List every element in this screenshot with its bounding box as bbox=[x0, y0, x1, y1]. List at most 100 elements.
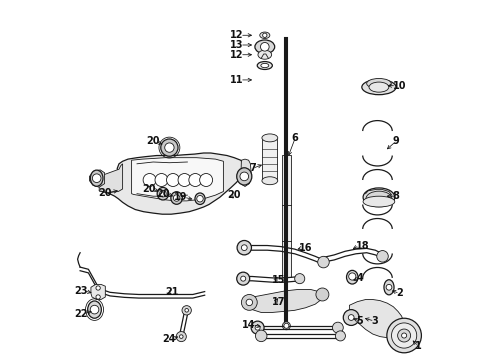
Ellipse shape bbox=[195, 193, 205, 204]
Circle shape bbox=[242, 245, 247, 251]
Circle shape bbox=[165, 143, 174, 152]
Ellipse shape bbox=[262, 177, 278, 185]
Circle shape bbox=[386, 284, 392, 290]
Polygon shape bbox=[91, 284, 105, 300]
Text: 14: 14 bbox=[242, 320, 256, 330]
Ellipse shape bbox=[260, 32, 270, 39]
Text: 24: 24 bbox=[162, 334, 176, 344]
Ellipse shape bbox=[261, 63, 269, 68]
Bar bbox=[282, 155, 292, 277]
Ellipse shape bbox=[384, 280, 394, 295]
Text: 3: 3 bbox=[371, 316, 378, 326]
Text: 15: 15 bbox=[272, 275, 286, 285]
Polygon shape bbox=[247, 289, 323, 312]
Polygon shape bbox=[132, 158, 223, 201]
Text: 11: 11 bbox=[230, 75, 244, 85]
Circle shape bbox=[197, 195, 203, 202]
Text: 10: 10 bbox=[392, 81, 406, 91]
Circle shape bbox=[349, 273, 356, 280]
Ellipse shape bbox=[88, 301, 101, 318]
Ellipse shape bbox=[258, 50, 271, 59]
Ellipse shape bbox=[362, 80, 396, 95]
Circle shape bbox=[160, 190, 166, 197]
Circle shape bbox=[284, 323, 289, 328]
Text: 12: 12 bbox=[230, 50, 244, 60]
Circle shape bbox=[318, 256, 329, 268]
Text: 22: 22 bbox=[74, 309, 87, 319]
Circle shape bbox=[199, 174, 213, 186]
Circle shape bbox=[392, 323, 416, 348]
Text: 23: 23 bbox=[74, 286, 87, 296]
Polygon shape bbox=[241, 159, 251, 186]
Circle shape bbox=[294, 274, 305, 284]
Circle shape bbox=[377, 251, 388, 262]
Circle shape bbox=[167, 174, 179, 186]
Circle shape bbox=[387, 318, 421, 353]
Circle shape bbox=[240, 172, 248, 181]
Text: 20: 20 bbox=[98, 188, 112, 198]
Text: 13: 13 bbox=[230, 40, 244, 50]
Text: 7: 7 bbox=[249, 163, 256, 174]
Text: 20: 20 bbox=[142, 184, 156, 194]
Ellipse shape bbox=[363, 188, 395, 207]
Circle shape bbox=[242, 294, 257, 310]
Text: 20: 20 bbox=[157, 189, 170, 199]
Circle shape bbox=[96, 295, 100, 299]
Text: 9: 9 bbox=[392, 136, 399, 146]
Text: 16: 16 bbox=[299, 243, 313, 253]
Circle shape bbox=[189, 174, 202, 186]
Circle shape bbox=[348, 315, 354, 320]
Circle shape bbox=[263, 33, 267, 37]
Text: 5: 5 bbox=[357, 316, 364, 326]
Text: 21: 21 bbox=[165, 287, 178, 297]
Circle shape bbox=[155, 174, 168, 186]
Circle shape bbox=[143, 174, 156, 186]
Ellipse shape bbox=[262, 134, 278, 142]
Text: 20: 20 bbox=[146, 136, 159, 146]
Text: 6: 6 bbox=[292, 132, 298, 143]
Circle shape bbox=[179, 335, 183, 338]
Circle shape bbox=[343, 310, 359, 325]
Ellipse shape bbox=[171, 192, 182, 204]
Bar bbox=[262, 139, 277, 180]
Ellipse shape bbox=[237, 168, 252, 185]
Ellipse shape bbox=[90, 170, 103, 186]
Circle shape bbox=[237, 272, 250, 285]
Text: 20: 20 bbox=[228, 190, 241, 200]
Text: 8: 8 bbox=[392, 191, 399, 201]
Polygon shape bbox=[349, 300, 403, 338]
Circle shape bbox=[255, 325, 260, 330]
Circle shape bbox=[398, 329, 411, 342]
Ellipse shape bbox=[363, 196, 395, 207]
Circle shape bbox=[251, 321, 264, 334]
Circle shape bbox=[246, 299, 252, 306]
Ellipse shape bbox=[369, 82, 389, 92]
Ellipse shape bbox=[346, 270, 358, 284]
Ellipse shape bbox=[366, 191, 392, 206]
Circle shape bbox=[178, 174, 191, 186]
Circle shape bbox=[237, 240, 251, 255]
Circle shape bbox=[185, 309, 189, 312]
Ellipse shape bbox=[367, 78, 391, 89]
Circle shape bbox=[92, 174, 101, 183]
Polygon shape bbox=[99, 153, 245, 214]
Circle shape bbox=[316, 288, 329, 301]
Text: 17: 17 bbox=[272, 297, 286, 307]
Circle shape bbox=[173, 195, 180, 201]
Text: 2: 2 bbox=[396, 288, 403, 298]
Ellipse shape bbox=[161, 139, 178, 156]
Circle shape bbox=[176, 332, 186, 342]
Ellipse shape bbox=[257, 62, 272, 69]
Text: 18: 18 bbox=[356, 240, 369, 251]
Circle shape bbox=[96, 286, 100, 290]
Polygon shape bbox=[90, 170, 104, 187]
Text: 12: 12 bbox=[230, 30, 244, 40]
Text: 1: 1 bbox=[415, 341, 422, 351]
Text: 19: 19 bbox=[174, 192, 187, 202]
Circle shape bbox=[333, 322, 343, 333]
Circle shape bbox=[335, 331, 345, 341]
Circle shape bbox=[90, 305, 99, 314]
Polygon shape bbox=[99, 164, 122, 193]
Circle shape bbox=[182, 306, 192, 315]
Ellipse shape bbox=[255, 40, 275, 54]
